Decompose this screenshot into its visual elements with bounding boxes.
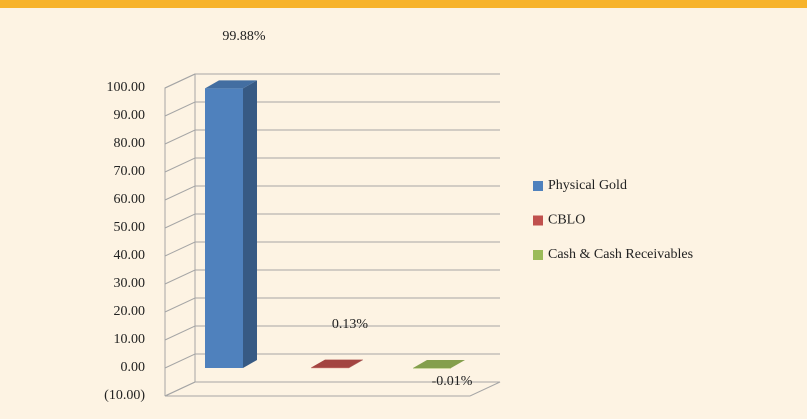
y-tick-label: 30.00 <box>114 276 146 291</box>
value-label: 0.13% <box>332 317 369 332</box>
bar <box>205 88 243 368</box>
grid-line <box>164 353 500 369</box>
y-tick-label: 100.00 <box>107 80 146 95</box>
grid-line <box>164 381 500 397</box>
value-label: -0.01% <box>432 374 473 389</box>
bar <box>413 368 451 369</box>
y-tick-label: 10.00 <box>114 332 146 347</box>
grid-line <box>164 129 500 145</box>
legend-swatch <box>533 215 543 226</box>
y-tick-label: 50.00 <box>114 220 146 235</box>
bar-side <box>349 359 363 368</box>
grid-line <box>164 269 500 285</box>
y-tick-label: 90.00 <box>114 108 146 123</box>
legend-label: Physical Gold <box>548 178 627 193</box>
grid-line <box>164 157 500 173</box>
grid-line <box>164 297 500 313</box>
y-tick-label: 0.00 <box>121 360 146 375</box>
legend-label: CBLO <box>548 213 585 228</box>
y-tick-label: 40.00 <box>114 248 146 263</box>
grid-line <box>164 73 500 89</box>
y-tick-label: (10.00) <box>104 388 145 403</box>
bar-top <box>413 360 465 368</box>
header-band <box>0 0 807 8</box>
grid-line <box>164 185 500 201</box>
legend-swatch <box>533 181 543 191</box>
grid-line <box>164 101 500 117</box>
bar-side <box>243 80 257 368</box>
grid-line <box>164 213 500 229</box>
y-tick-label: 70.00 <box>114 164 146 179</box>
bar <box>311 367 349 369</box>
legend-label: Cash & Cash Receivables <box>548 247 693 262</box>
bar-top <box>205 80 257 89</box>
y-tick-label: 60.00 <box>114 192 146 207</box>
value-label: 99.88% <box>222 29 266 44</box>
bar-top <box>311 359 363 368</box>
bar-side <box>451 360 465 369</box>
legend-swatch <box>533 250 543 260</box>
y-tick-label: 80.00 <box>114 136 146 151</box>
y-tick-label: 20.00 <box>114 304 146 319</box>
grid-line <box>164 325 500 341</box>
grid-line <box>164 241 500 257</box>
